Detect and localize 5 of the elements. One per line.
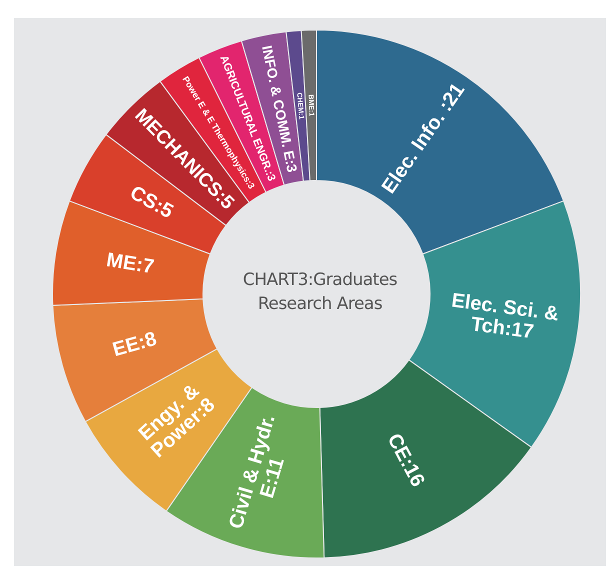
slice-label: ME:7 [104, 249, 156, 278]
slice-label: EE:8 [110, 328, 160, 362]
text: CHART3:Graduates Research Areas [242, 269, 398, 316]
slice-label: Elec. Sci. & Tch:17 [450, 290, 560, 344]
slice-label: Civil & Hydr. E:11 [225, 412, 289, 532]
